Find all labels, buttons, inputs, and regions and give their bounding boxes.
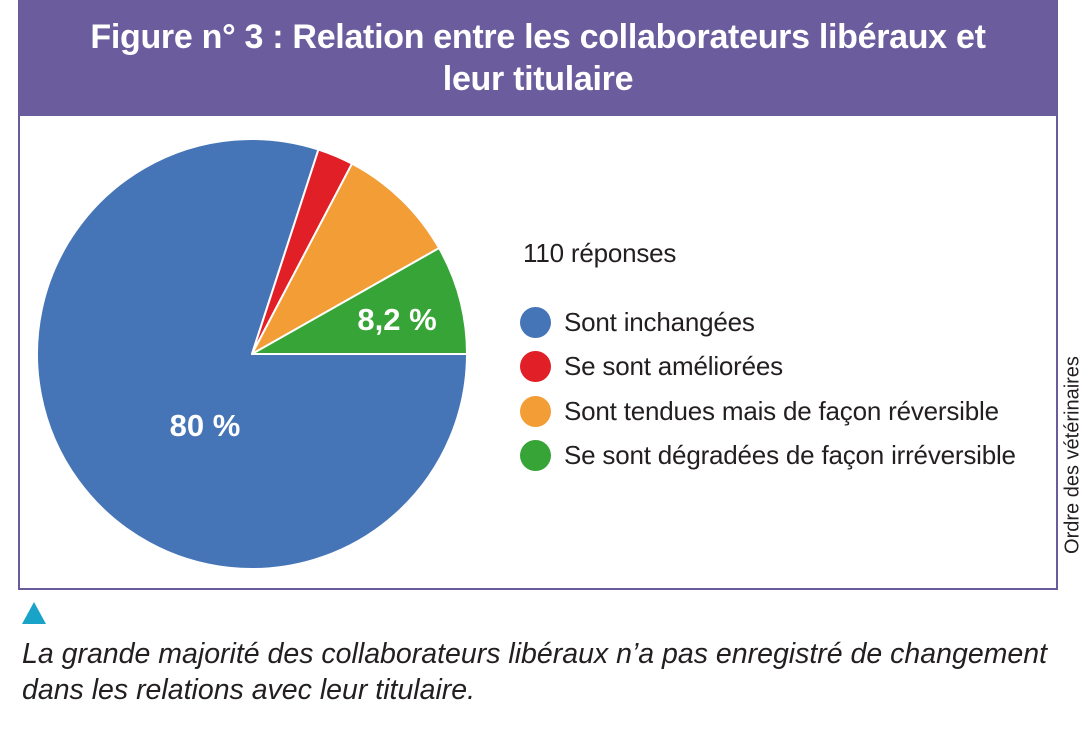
pie-slice-3 <box>251 247 468 355</box>
legend-item: Se sont dégradées de façon irréversible <box>520 434 1016 479</box>
chart-legend: Sont inchangées Se sont améliorées Sont te… <box>520 300 1016 478</box>
legend-swatch-icon <box>520 306 551 338</box>
legend-item: Sont inchangées <box>520 300 1016 345</box>
title-bar: Figure n° 3 : Relation entre les collabo… <box>20 0 1056 116</box>
figure-caption: La grande majorité des collaborateurs li… <box>22 638 1048 706</box>
legend-label: Se sont dégradées de façon irréversible <box>564 440 1016 471</box>
legend-item: Se sont améliorées <box>520 345 1016 390</box>
legend-label: Se sont améliorées <box>564 351 783 382</box>
slice-data-label-0: 80 % <box>170 408 241 443</box>
legend-label: Sont inchangées <box>564 306 755 337</box>
pie-chart: 80 % 8,2 % <box>36 138 468 570</box>
triangle-marker-icon <box>22 602 46 624</box>
legend-item: Sont tendues mais de façon réversible <box>520 389 1016 434</box>
legend-label: Sont tendues mais de façon réversible <box>564 395 999 426</box>
pie-slice-2 <box>251 162 441 355</box>
source-credit: Ordre des vétérinaires <box>1061 356 1084 554</box>
responses-count: 110 réponses <box>523 238 677 268</box>
figure-frame: Figure n° 3 : Relation entre les collabo… <box>18 0 1058 590</box>
legend-swatch-icon <box>520 440 551 472</box>
slice-data-label-3: 8,2 % <box>357 302 436 337</box>
legend-swatch-icon <box>520 351 551 383</box>
figure-title: Figure n° 3 : Relation entre les collabo… <box>90 18 986 98</box>
legend-swatch-icon <box>520 395 551 427</box>
